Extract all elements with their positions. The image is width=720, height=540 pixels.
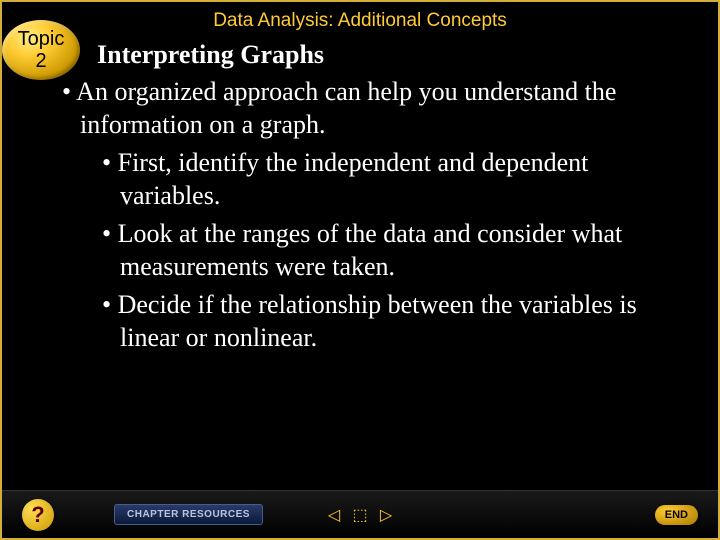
nav-controls: ◁ ⬚ ▷ bbox=[323, 504, 397, 526]
nav-prev-button[interactable]: ◁ bbox=[323, 504, 345, 526]
help-button[interactable]: ? bbox=[22, 499, 54, 531]
bullet-item: • Decide if the relationship between the… bbox=[102, 289, 688, 354]
slide-content: Interpreting Graphs • An organized appro… bbox=[2, 40, 718, 354]
topic-label: Topic bbox=[18, 28, 65, 50]
nav-home-button[interactable]: ⬚ bbox=[349, 504, 371, 526]
nav-next-button[interactable]: ▷ bbox=[375, 504, 397, 526]
slide-container: Data Analysis: Additional Concepts Topic… bbox=[0, 0, 720, 540]
slide-header: Data Analysis: Additional Concepts bbox=[2, 2, 718, 32]
topic-number: 2 bbox=[35, 50, 46, 72]
bullet-item: • First, identify the independent and de… bbox=[102, 147, 688, 212]
bullet-item: • Look at the ranges of the data and con… bbox=[102, 218, 688, 283]
bottom-toolbar: ? CHAPTER RESOURCES ◁ ⬚ ▷ END bbox=[2, 490, 718, 538]
topic-badge: Topic 2 bbox=[2, 20, 80, 80]
chapter-resources-button[interactable]: CHAPTER RESOURCES bbox=[114, 504, 263, 525]
content-subtitle: Interpreting Graphs bbox=[97, 40, 688, 70]
bullet-item: • An organized approach can help you und… bbox=[62, 76, 688, 141]
end-button[interactable]: END bbox=[655, 505, 698, 525]
